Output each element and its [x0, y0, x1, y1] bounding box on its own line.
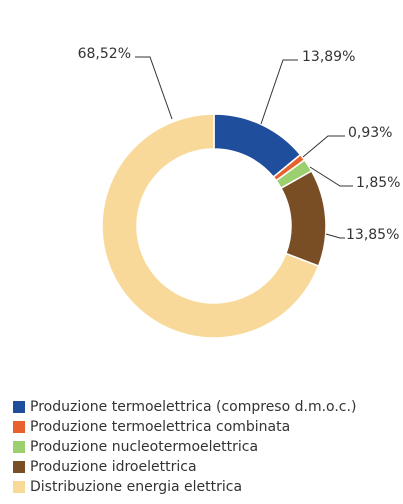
- legend-swatch: [13, 401, 25, 413]
- legend-label: Produzione termoelettrica combinata: [30, 419, 290, 435]
- donut-slice: [280, 169, 327, 267]
- leader-line: [135, 56, 173, 120]
- leader-line: [309, 166, 353, 187]
- leader-line: [325, 233, 345, 239]
- leader-line: [302, 135, 345, 158]
- legend-swatch: [13, 481, 25, 493]
- leader-line: [260, 59, 298, 125]
- legend-swatch: [13, 441, 25, 453]
- legend-label: Produzione termoelettrica (compreso d.m.…: [30, 399, 356, 415]
- data-label: 13,89%: [302, 49, 355, 65]
- data-label: 68,52%: [78, 46, 131, 62]
- data-label: 1,85%: [356, 175, 400, 191]
- legend-label: Distribuzione energia elettrica: [30, 479, 242, 495]
- legend-swatch: [13, 461, 25, 473]
- data-label: 0,93%: [348, 125, 392, 141]
- legend-label: Produzione nucleotermoelettrica: [30, 439, 258, 455]
- legend-swatch: [13, 421, 25, 433]
- data-label: 13,85%: [346, 227, 399, 243]
- donut-slice: [101, 113, 320, 339]
- legend-label: Produzione idroelettrica: [30, 459, 197, 475]
